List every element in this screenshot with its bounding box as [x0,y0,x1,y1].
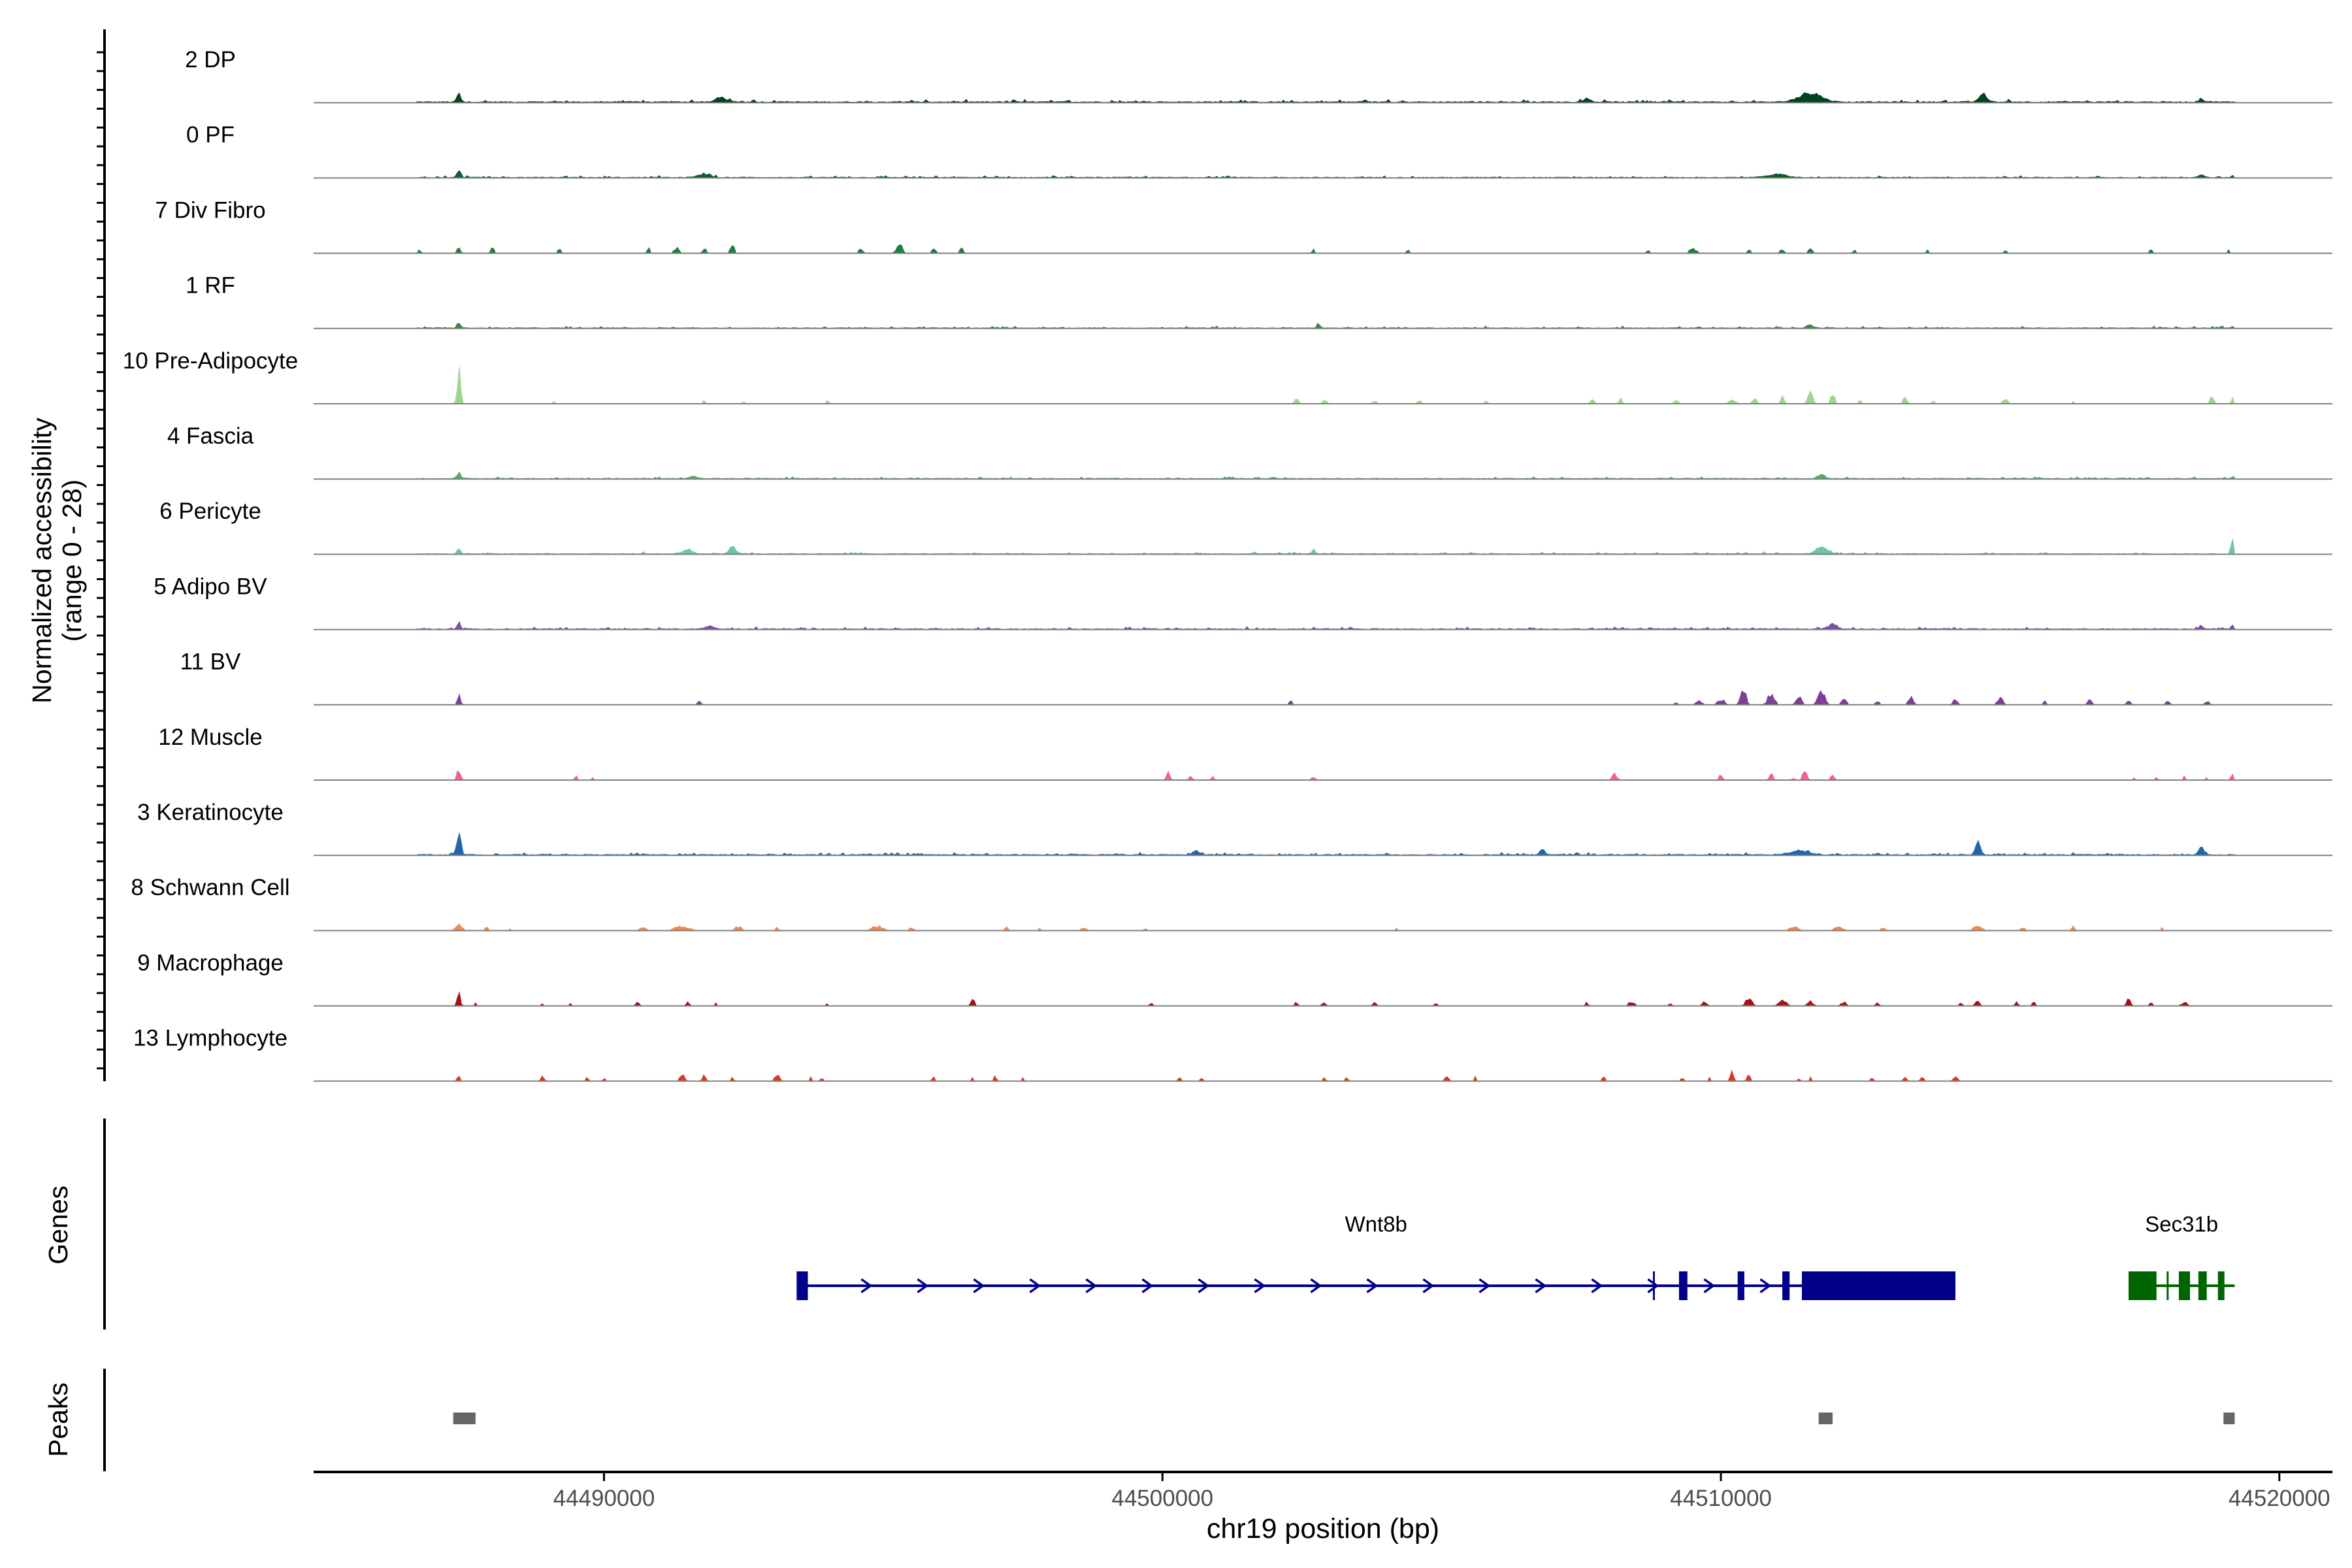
coverage-area [417,770,2236,781]
gene-exon [1801,1271,1956,1300]
coverage-area [417,367,2236,404]
coverage-area [416,244,2235,254]
track-9: 12 Muscle [158,725,2332,781]
peak-region [2223,1413,2235,1424]
strand-arrow [860,1278,873,1294]
peak-region [1818,1413,1833,1424]
strand-arrow [1198,1278,1210,1294]
track-label: 13 Lymphocyte [133,1026,287,1051]
coverage-area [416,539,2235,555]
strand-arrow [1422,1278,1435,1294]
gene-models: Wnt8b Sec31b [796,1212,2235,1300]
x-tick-label: 44510000 [1670,1486,1772,1511]
track-5: 4 Fascia [167,423,2332,480]
track-label: 12 Muscle [158,725,263,750]
gene-exon [2129,1271,2157,1300]
strand-arrow [1535,1278,1547,1294]
gene-exon [1782,1271,1790,1300]
track-7: 5 Adipo BV [154,574,2332,630]
track-8: 11 BV [180,649,2332,706]
track-4: 10 Pre-Adipocyte [123,348,2332,404]
coverage-area [416,170,2235,178]
track-label: 1 RF [186,273,235,299]
y-axis-label-line1: Normalized accessibility [27,417,57,704]
track-label: 2 DP [185,47,236,73]
strand-arrow [1085,1278,1098,1294]
strand-arrow [1703,1278,1716,1294]
y-axis-label-line2: (range 0 - 28) [57,480,87,642]
track-label: 9 Macrophage [137,950,284,975]
strand-arrow [973,1278,985,1294]
strand-arrow [1366,1278,1379,1294]
track-label: 0 PF [186,122,235,148]
track-label: 8 Schwann Cell [131,875,289,900]
x-axis: 44490000 44500000 44510000 44520000 [553,1472,2330,1511]
strand-arrow [1591,1278,1603,1294]
coverage-area [416,621,2235,630]
gene-exon [796,1271,808,1300]
track-1: 0 PF [186,122,2332,179]
track-label: 4 Fascia [167,423,254,449]
strand-arrow [1029,1278,1041,1294]
coverage-area [416,92,2235,103]
coverage-area [417,991,2235,1007]
track-3: 1 RF [186,273,2332,329]
gene-label: Sec31b [2145,1212,2218,1236]
strand-arrow [1141,1278,1154,1294]
strand-arrow [917,1278,929,1294]
strand-arrow [1478,1278,1491,1294]
track-label: 3 Keratinocyte [137,800,284,825]
track-11: 8 Schwann Cell [131,875,2332,932]
strand-arrow [1647,1278,1659,1294]
track-label: 7 Div Fibro [155,197,265,223]
peak-regions [453,1413,2235,1424]
track-label: 5 Adipo BV [154,574,267,599]
x-axis-label: chr19 position (bp) [1207,1513,1439,1544]
gene-wnt8b: Wnt8b [796,1212,1956,1300]
track-13: 13 Lymphocyte [133,1026,2332,1082]
track-2: 7 Div Fibro [155,197,2332,254]
track-label: 11 BV [180,649,241,675]
coverage-tracks: 2 DP 0 PF 7 Div Fibro 1 RF 10 Pre-Adipocyte 4… [123,47,2332,1082]
strand-arrow [1310,1278,1322,1294]
track-10: 3 Keratinocyte [137,800,2332,857]
track-6: 6 Pericyte [159,498,2332,555]
coverage-area [416,471,2235,480]
coverage-area [416,832,2235,856]
strand-arrow [1759,1278,1772,1294]
track-label: 10 Pre-Adipocyte [123,348,298,374]
peak-region [453,1413,476,1424]
coverage-area [417,1069,2235,1082]
gene-exon [1678,1271,1688,1300]
track-label: 6 Pericyte [159,498,261,524]
gene-sec31b: Sec31b [2129,1212,2235,1300]
gene-exon [2217,1271,2225,1300]
coverage-area [416,322,2235,329]
gene-label: Wnt8b [1345,1212,1407,1236]
gene-exon [1737,1271,1744,1300]
x-tick-label: 44520000 [2229,1486,2330,1511]
strand-arrow [1254,1278,1266,1294]
peaks-track-label: Peaks [43,1382,73,1457]
x-tick-label: 44490000 [553,1486,655,1511]
genes-track-label: Genes [43,1186,73,1265]
gene-exon [2178,1271,2191,1300]
y-axis [97,29,106,1081]
track-12: 9 Macrophage [137,950,2332,1007]
x-tick-label: 44500000 [1111,1486,1213,1511]
track-0: 2 DP [185,47,2332,104]
gene-exon [2198,1271,2207,1300]
coverage-area [417,690,2235,706]
coverage-area [417,923,2235,931]
